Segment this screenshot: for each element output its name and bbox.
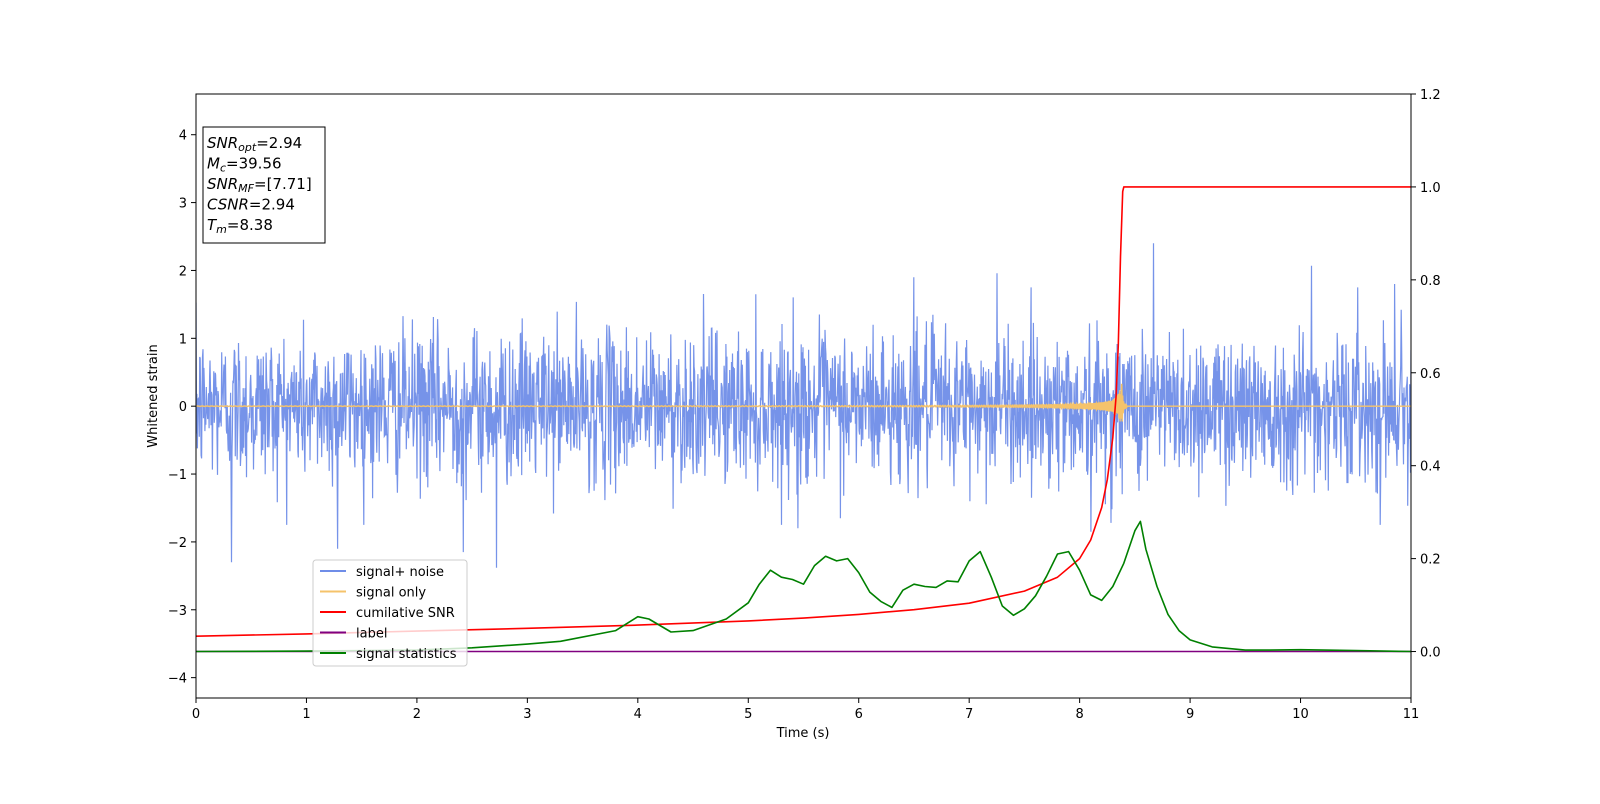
x-tick-label: 0	[192, 707, 200, 722]
signal-noise-line	[196, 243, 1411, 568]
y-right-tick-label: 0.0	[1420, 646, 1441, 661]
y-tick-label: 3	[179, 197, 187, 212]
annotation-subscript: c	[220, 162, 226, 175]
y-right-tick-label: 0.4	[1420, 460, 1441, 475]
annotation-subscript: m	[216, 223, 227, 236]
legend: signal+ noise signal only cumilative SNR la…	[312, 559, 468, 667]
y-right-tick-label: 1.2	[1420, 88, 1441, 103]
signal-only-line	[196, 383, 1411, 422]
y-axis-left: −4 −3 −2 −1 0 1 2 3 4	[168, 129, 196, 687]
x-tick-label: 11	[1403, 707, 1420, 722]
x-tick-label: 1	[302, 707, 310, 722]
legend-label-signal-statistics: signal statistics	[356, 647, 457, 662]
y-tick-label: 0	[179, 400, 187, 415]
annotation-variable: CSNR	[207, 196, 249, 214]
signal-statistics-line	[196, 520, 1411, 653]
y-right-tick-label: 1.0	[1420, 181, 1441, 196]
legend-label-signal-noise: signal+ noise	[356, 565, 444, 580]
legend-frame	[312, 559, 468, 667]
plot-frame	[195, 93, 1412, 699]
legend-label-cumilative-snr: cumilative SNR	[356, 606, 455, 621]
legend-label-label: label	[356, 627, 387, 642]
y-tick-label: 2	[179, 264, 187, 279]
y-axis-label: Whitened strain	[146, 344, 161, 447]
annotation-line: Tm=8.38	[207, 216, 273, 236]
y-tick-label: 1	[179, 332, 187, 347]
x-tick-label: 9	[1186, 707, 1194, 722]
annotation-variable: T	[207, 216, 218, 234]
annotation-subscript: opt	[238, 141, 257, 154]
y-right-tick-label: 0.6	[1420, 367, 1441, 382]
x-tick-label: 2	[413, 707, 421, 722]
x-axis: 0 1 2 3 4 5 6 7 8 9 10 11	[192, 698, 1419, 722]
annotation-value: =2.94	[249, 196, 295, 214]
annotation-value: =2.94	[256, 134, 302, 152]
annotation-variable: SNR	[207, 175, 238, 193]
cumilative-snr-line	[196, 186, 1411, 637]
annotation-line: Mc=39.56	[207, 155, 282, 175]
annotation-value: =[7.71]	[254, 175, 312, 193]
y-tick-label: −1	[168, 468, 187, 483]
x-axis-label: Time (s)	[776, 726, 830, 741]
y-tick-label: 4	[179, 129, 187, 144]
y-tick-label: −4	[168, 672, 187, 687]
annotation-frame	[202, 126, 326, 244]
y-axis-right: 0.0 0.2 0.4 0.6 0.8 1.0 1.2	[1411, 88, 1441, 661]
y-tick-label: −2	[168, 536, 187, 551]
annotation-value: =8.38	[227, 216, 273, 234]
y-tick-label: −3	[168, 604, 187, 619]
y-right-tick-label: 0.2	[1420, 553, 1441, 568]
annotation-line: SNRMF=[7.71]	[207, 175, 312, 195]
y-right-tick-label: 0.8	[1420, 274, 1441, 289]
x-tick-label: 7	[965, 707, 973, 722]
annotation-value: =39.56	[226, 155, 282, 173]
annotation-variable: SNR	[207, 134, 238, 152]
annotation-variable: M	[207, 155, 220, 173]
x-tick-label: 6	[855, 707, 863, 722]
x-tick-label: 3	[523, 707, 531, 722]
x-tick-label: 5	[744, 707, 752, 722]
x-tick-label: 10	[1292, 707, 1309, 722]
annotation-line: CSNR=2.94	[207, 196, 295, 214]
annotation-box: SNRopt=2.94Mc=39.56SNRMF=[7.71]CSNR=2.94…	[202, 126, 326, 244]
annotation-line: SNRopt=2.94	[207, 134, 302, 154]
annotation-subscript: MF	[238, 182, 254, 195]
x-tick-label: 4	[634, 707, 642, 722]
x-tick-label: 8	[1075, 707, 1083, 722]
legend-label-signal-only: signal only	[356, 586, 426, 601]
